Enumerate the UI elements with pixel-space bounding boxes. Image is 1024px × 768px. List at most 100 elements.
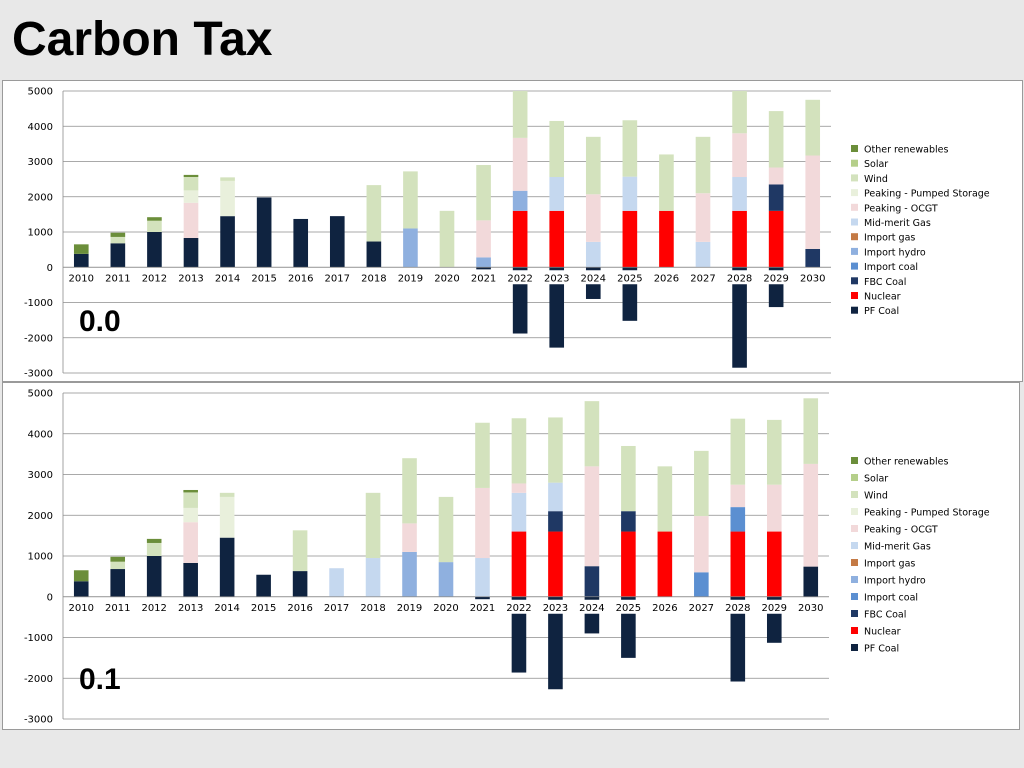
y-tick-label: 5000: [28, 87, 53, 98]
bar-segment: [73, 581, 89, 597]
bar-segment: [803, 463, 819, 567]
x-tick-label: 2030: [798, 603, 823, 614]
bar-segment: [511, 418, 527, 484]
legend-swatch: [851, 203, 858, 211]
x-tick-label-bg: [722, 599, 753, 614]
bar-segment: [766, 484, 782, 532]
bar-segment: [585, 194, 601, 242]
legend-swatch: [851, 189, 858, 197]
x-tick-label: 2028: [727, 273, 752, 284]
legend-swatch: [851, 525, 858, 532]
legend-label: Mid-merit Gas: [864, 542, 931, 553]
bar-segment: [110, 236, 126, 244]
x-tick-label: 2028: [725, 603, 750, 614]
bar-segment: [585, 136, 601, 195]
bar-segment: [146, 538, 162, 543]
bar-segment: [548, 417, 563, 483]
legend-label: Nuclear: [864, 292, 901, 303]
chart-top: 5000 4000 3000 2000 1000 0 -1000 -2000 -3000 2010…: [24, 87, 990, 380]
bar-segment: [548, 531, 563, 597]
bar-segment: [183, 522, 198, 563]
bar-segment: [219, 496, 235, 538]
x-tick-label-bg: [176, 270, 206, 285]
bar-segment: [621, 445, 636, 512]
bar-segment: [366, 241, 382, 268]
legend-swatch: [851, 277, 858, 285]
scenario-label-top: 0.0: [79, 305, 121, 338]
x-tick-label: 2020: [434, 273, 459, 284]
bar-segment: [621, 531, 636, 597]
y-tick-label: 3000: [28, 470, 53, 481]
x-tick-label: 2013: [178, 273, 203, 284]
x-tick-label-bg: [212, 270, 243, 285]
bar-segment: [183, 190, 199, 203]
x-tick-label: 2015: [251, 273, 276, 284]
bar-segment: [549, 210, 565, 268]
bar-segment: [548, 511, 563, 532]
legend-label: Wind: [864, 491, 888, 502]
bar-segment: [766, 419, 782, 485]
x-tick-label-bg: [688, 270, 718, 285]
x-tick-label: 2024: [581, 273, 606, 284]
x-tick-label: 2010: [69, 603, 94, 614]
bar-segment: [732, 267, 747, 368]
x-tick-label: 2012: [141, 603, 166, 614]
x-tick-label: 2012: [142, 273, 167, 284]
legend-label: Other renewables: [864, 145, 949, 156]
legend-swatch: [851, 576, 858, 583]
legend-swatch: [851, 610, 858, 617]
bar-segment: [732, 210, 747, 268]
x-tick-label-bg: [431, 599, 461, 614]
bar-segment: [365, 492, 381, 559]
legend-swatch: [851, 145, 858, 152]
x-tick-label-bg: [576, 599, 607, 614]
x-tick-label: 2017: [325, 273, 350, 284]
bar-segment: [766, 531, 782, 597]
bar-segment: [768, 111, 784, 168]
bar-segment: [732, 91, 747, 134]
bar-segment: [183, 177, 199, 191]
bar-segment: [220, 216, 235, 268]
x-tick-label: 2018: [360, 603, 385, 614]
x-tick-label-bg: [468, 270, 499, 285]
y-tick-label: -2000: [24, 674, 53, 685]
bar-segment: [511, 596, 527, 673]
y-tick-label: -1000: [24, 633, 53, 644]
y-tick-label: 3000: [28, 157, 53, 168]
x-tick-label: 2020: [433, 603, 458, 614]
bar-segment: [549, 177, 565, 211]
legend-label: Other renewables: [864, 457, 949, 468]
legend-swatch: [851, 457, 858, 464]
x-tick-label: 2027: [690, 273, 715, 284]
bar-segment: [694, 572, 709, 597]
x-tick-label-bg: [467, 599, 498, 614]
bar-segment: [511, 531, 527, 597]
bar-segment: [183, 507, 198, 523]
x-tick-label-bg: [285, 270, 316, 285]
bar-segment: [329, 568, 344, 597]
x-tick-label-bg: [394, 599, 425, 614]
x-tick-label-bg: [614, 270, 645, 285]
bar-segment: [183, 489, 198, 493]
bar-segment: [402, 458, 417, 524]
legend-swatch: [851, 262, 858, 270]
bar-segment: [511, 483, 527, 493]
bar-segment: [512, 137, 528, 191]
x-tick-label: 2024: [579, 603, 604, 614]
bar-segment: [548, 482, 563, 512]
bar-segment: [73, 253, 89, 268]
legend-label: Import gas: [864, 559, 915, 570]
x-tick-label: 2025: [616, 603, 641, 614]
scenario-label-bottom: 0.1: [79, 663, 121, 696]
x-tick-label-bg: [540, 599, 571, 614]
x-tick-label-bg: [285, 599, 316, 614]
x-tick-label-bg: [797, 270, 828, 285]
slide-title: Carbon Tax: [12, 13, 273, 66]
bar-segment: [695, 241, 711, 268]
bar-segment: [403, 228, 418, 268]
bar-segment: [146, 542, 162, 556]
x-tick-label: 2017: [324, 603, 349, 614]
bar-segment: [73, 244, 89, 254]
x-tick-label: 2011: [105, 603, 130, 614]
bar-segment: [621, 511, 636, 532]
